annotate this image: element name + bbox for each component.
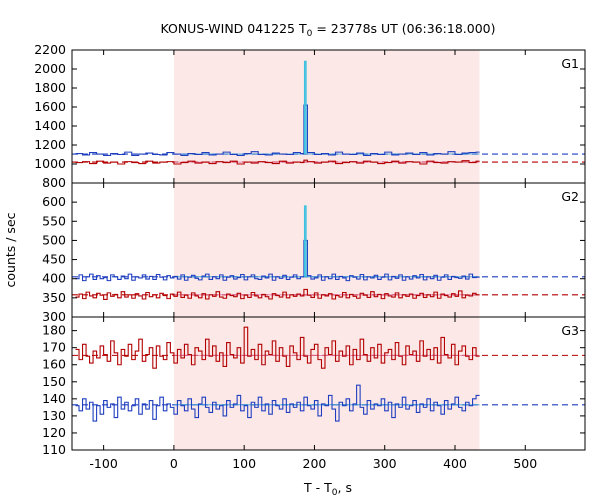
y-tick-label: 140 — [42, 391, 66, 406]
y-tick-label: 1400 — [34, 118, 66, 133]
panel-g1: 800 1000 1200 1400 1600 1800 2000 2200 G1 — [34, 42, 586, 190]
x-tick-label: 300 — [373, 456, 397, 471]
x-axis-label: T - T0, s — [303, 480, 352, 498]
panel-g2: 300 350 400 450 500 550 600 G2 — [42, 182, 586, 324]
series-low-band — [75, 288, 480, 300]
x-tick-label: 200 — [303, 456, 327, 471]
y-tick-label: 110 — [42, 442, 66, 457]
y-tick-label: 800 — [42, 175, 66, 190]
y-tick-label: 160 — [42, 357, 66, 372]
panel-label: G3 — [561, 323, 579, 338]
series-low-band — [75, 326, 480, 369]
y-tick-label: 120 — [42, 425, 66, 440]
y-tick-label: 600 — [42, 194, 66, 209]
y-tick-label: 1800 — [34, 80, 66, 95]
x-tick-label: -100 — [89, 456, 117, 471]
x-tick-label: 500 — [513, 456, 537, 471]
x-tick-label: 0 — [170, 456, 178, 471]
series-high-band — [75, 104, 480, 156]
y-tick-label: 180 — [42, 323, 66, 338]
panel-g3: 110 120 130 140 150 160 170 180 G3 — [42, 316, 586, 457]
y-axis-label: counts / sec — [3, 212, 18, 287]
y-tick-label: 500 — [42, 232, 66, 247]
y-tick-label: 450 — [42, 252, 66, 267]
panel-label: G2 — [561, 189, 579, 204]
panel-label: G1 — [561, 56, 579, 71]
panel-frame — [71, 316, 586, 451]
shaded-interval — [173, 317, 480, 450]
y-tick-label: 400 — [42, 271, 66, 286]
y-tick-label: 1000 — [34, 156, 66, 171]
y-tick-label: 2200 — [34, 42, 66, 57]
series-high-band — [75, 239, 480, 282]
y-tick-label: 170 — [42, 340, 66, 355]
y-tick-label: 300 — [42, 309, 66, 324]
y-tick-label: 2000 — [34, 61, 66, 76]
peak-spike — [303, 60, 307, 155]
peak-spike — [303, 205, 307, 277]
x-tick-label: 100 — [232, 456, 256, 471]
y-tick-label: 550 — [42, 213, 66, 228]
series-high-band — [75, 384, 480, 422]
x-tick-label: 400 — [443, 456, 467, 471]
y-tick-label: 150 — [42, 374, 66, 389]
y-tick-label: 130 — [42, 408, 66, 423]
chart-title: KONUS-WIND 041225 T0 = 23778s UT (06:36:… — [160, 21, 495, 39]
plot-area: 8001000120014001600180020002200G13003504… — [34, 42, 586, 471]
y-tick-label: 350 — [42, 290, 66, 305]
series-low-band — [75, 159, 480, 165]
y-tick-label: 1200 — [34, 137, 66, 152]
y-tick-label: 1600 — [34, 99, 66, 114]
